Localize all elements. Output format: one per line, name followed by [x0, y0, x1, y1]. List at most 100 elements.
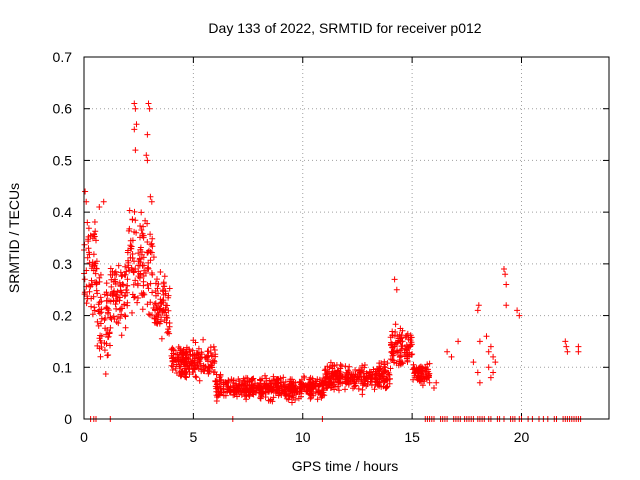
data-point: [195, 365, 202, 372]
data-point: [89, 259, 96, 266]
data-point: [355, 385, 362, 392]
data-point: [85, 236, 92, 243]
data-point: [204, 367, 211, 374]
data-point: [142, 217, 149, 224]
data-point: [136, 262, 143, 269]
data-point: [370, 366, 377, 373]
data-point: [397, 325, 404, 332]
data-point: [248, 377, 255, 384]
data-point: [420, 376, 426, 383]
data-point: [139, 230, 146, 237]
data-point: [156, 320, 163, 327]
data-point: [92, 260, 99, 267]
y-axis-label: SRMTID / TECUs: [6, 183, 22, 293]
data-point: [204, 348, 211, 355]
data-point: [87, 232, 94, 239]
data-point: [126, 207, 133, 214]
data-point: [312, 382, 319, 389]
data-point: [502, 271, 509, 278]
data-point: [111, 288, 118, 295]
data-point: [297, 388, 304, 395]
data-point: [193, 374, 200, 381]
data-point: [383, 384, 390, 391]
data-point: [146, 247, 152, 254]
data-point: [132, 105, 139, 112]
data-point: [174, 351, 181, 358]
data-point: [290, 379, 297, 386]
data-point: [135, 258, 142, 265]
data-point: [475, 302, 482, 309]
data-point: [103, 280, 110, 287]
data-point: [404, 357, 411, 364]
data-point: [416, 377, 423, 384]
data-point: [252, 389, 259, 396]
data-point: [308, 388, 315, 395]
data-point: [107, 291, 114, 297]
data-point: [289, 387, 296, 394]
chart-title: Day 133 of 2022, SRMTID for receiver p01…: [208, 20, 481, 36]
data-point: [280, 381, 287, 388]
data-point: [161, 309, 168, 316]
data-point: [448, 353, 455, 360]
data-point: [90, 251, 97, 258]
data-point: [357, 369, 364, 376]
data-point: [326, 376, 333, 383]
data-point: [474, 307, 481, 314]
data-points: [81, 100, 584, 422]
data-point: [94, 290, 101, 297]
data-point: [135, 295, 141, 301]
y-tick-label: 0.4: [53, 204, 73, 220]
data-point: [492, 359, 499, 366]
data-point: [277, 383, 284, 390]
data-point: [149, 271, 156, 278]
data-point: [235, 382, 242, 389]
data-point: [285, 383, 292, 390]
data-point: [332, 376, 339, 383]
data-point: [144, 157, 151, 164]
data-point: [323, 371, 330, 378]
data-point: [132, 277, 139, 284]
data-point: [100, 198, 107, 205]
data-point: [425, 373, 432, 380]
data-point: [366, 372, 373, 379]
data-point: [121, 271, 128, 278]
data-point: [147, 280, 154, 287]
data-point: [212, 353, 219, 360]
data-point: [157, 269, 164, 275]
data-point: [140, 254, 147, 261]
data-point: [83, 300, 90, 307]
data-point: [185, 366, 192, 373]
data-point: [107, 342, 113, 349]
data-point: [157, 296, 164, 303]
data-point: [107, 298, 114, 305]
data-point: [397, 335, 404, 342]
data-point: [407, 337, 414, 344]
data-point: [118, 332, 125, 339]
data-point: [119, 281, 126, 288]
data-point: [137, 223, 144, 229]
data-point: [92, 270, 99, 277]
data-point: [516, 312, 523, 319]
data-point: [336, 376, 343, 382]
data-point: [262, 388, 269, 395]
data-point: [407, 342, 414, 349]
data-point: [322, 366, 329, 373]
data-point: [122, 313, 129, 320]
data-point: [101, 291, 108, 298]
y-tick-label: 0: [64, 411, 72, 427]
data-point: [137, 244, 144, 251]
x-tick-label: 10: [295, 429, 311, 445]
data-point: [562, 338, 569, 345]
data-point: [118, 289, 125, 296]
data-point: [150, 254, 157, 261]
y-tick-label: 0.6: [53, 101, 73, 117]
data-point: [129, 291, 136, 298]
data-point: [110, 313, 117, 320]
data-point: [139, 249, 145, 255]
data-point: [149, 289, 156, 296]
data-point: [213, 371, 220, 378]
data-point: [220, 389, 227, 396]
data-point: [156, 306, 163, 312]
data-point: [93, 265, 100, 272]
data-point: [354, 373, 361, 380]
